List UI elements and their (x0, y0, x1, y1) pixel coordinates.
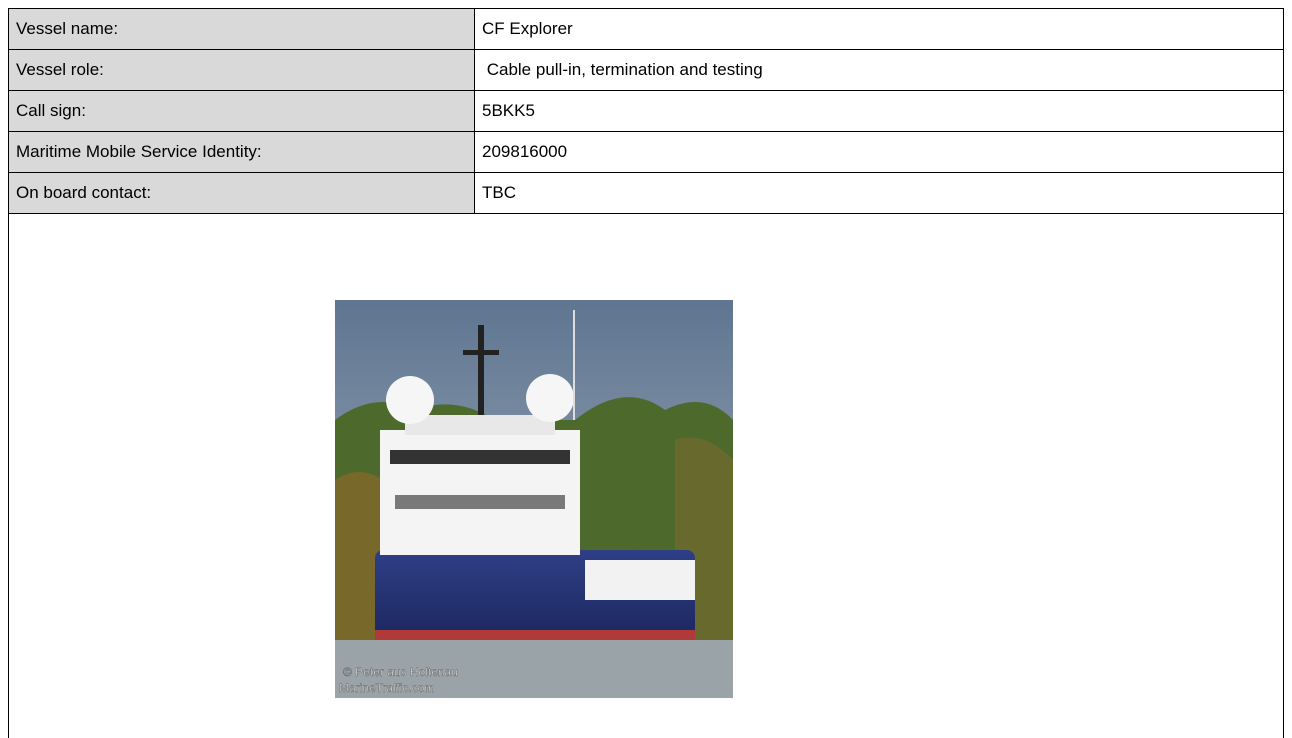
label: Maritime Mobile Service Identity: (9, 132, 475, 173)
value: Cable pull-in, termination and testing (475, 50, 1284, 91)
watermark: © Peter aus Holtenau (343, 665, 458, 679)
watermark: MarineTraffic.com (339, 681, 434, 695)
row: Vessel name:CF Explorer (9, 9, 1284, 50)
row: Call sign:5BKK5 (9, 91, 1284, 132)
row: Vessel role: Cable pull-in, termination … (9, 50, 1284, 91)
document: Vessel name:CF Explorer Vessel role: Cab… (0, 0, 1292, 707)
row: © Peter aus Holtenau MarineTraffic.com (9, 214, 1284, 738)
row: Maritime Mobile Service Identity:2098160… (9, 132, 1284, 173)
vessel-table: Vessel name:CF Explorer Vessel role: Cab… (8, 8, 1284, 738)
value: CF Explorer (475, 9, 1284, 50)
value: 5BKK5 (475, 91, 1284, 132)
label: Vessel name: (9, 9, 475, 50)
row: On board contact:TBC (9, 173, 1284, 214)
page: Vessel details {"table": {"rows": [ ["Ve… (0, 0, 1292, 707)
value: TBC (475, 173, 1284, 214)
label: On board contact: (9, 173, 475, 214)
vessel-photo: © Peter aus Holtenau MarineTraffic.com (335, 300, 733, 698)
label: Vessel role: (9, 50, 475, 91)
photo-cell: © Peter aus Holtenau MarineTraffic.com (9, 214, 1284, 738)
value: 209816000 (475, 132, 1284, 173)
label: Call sign: (9, 91, 475, 132)
